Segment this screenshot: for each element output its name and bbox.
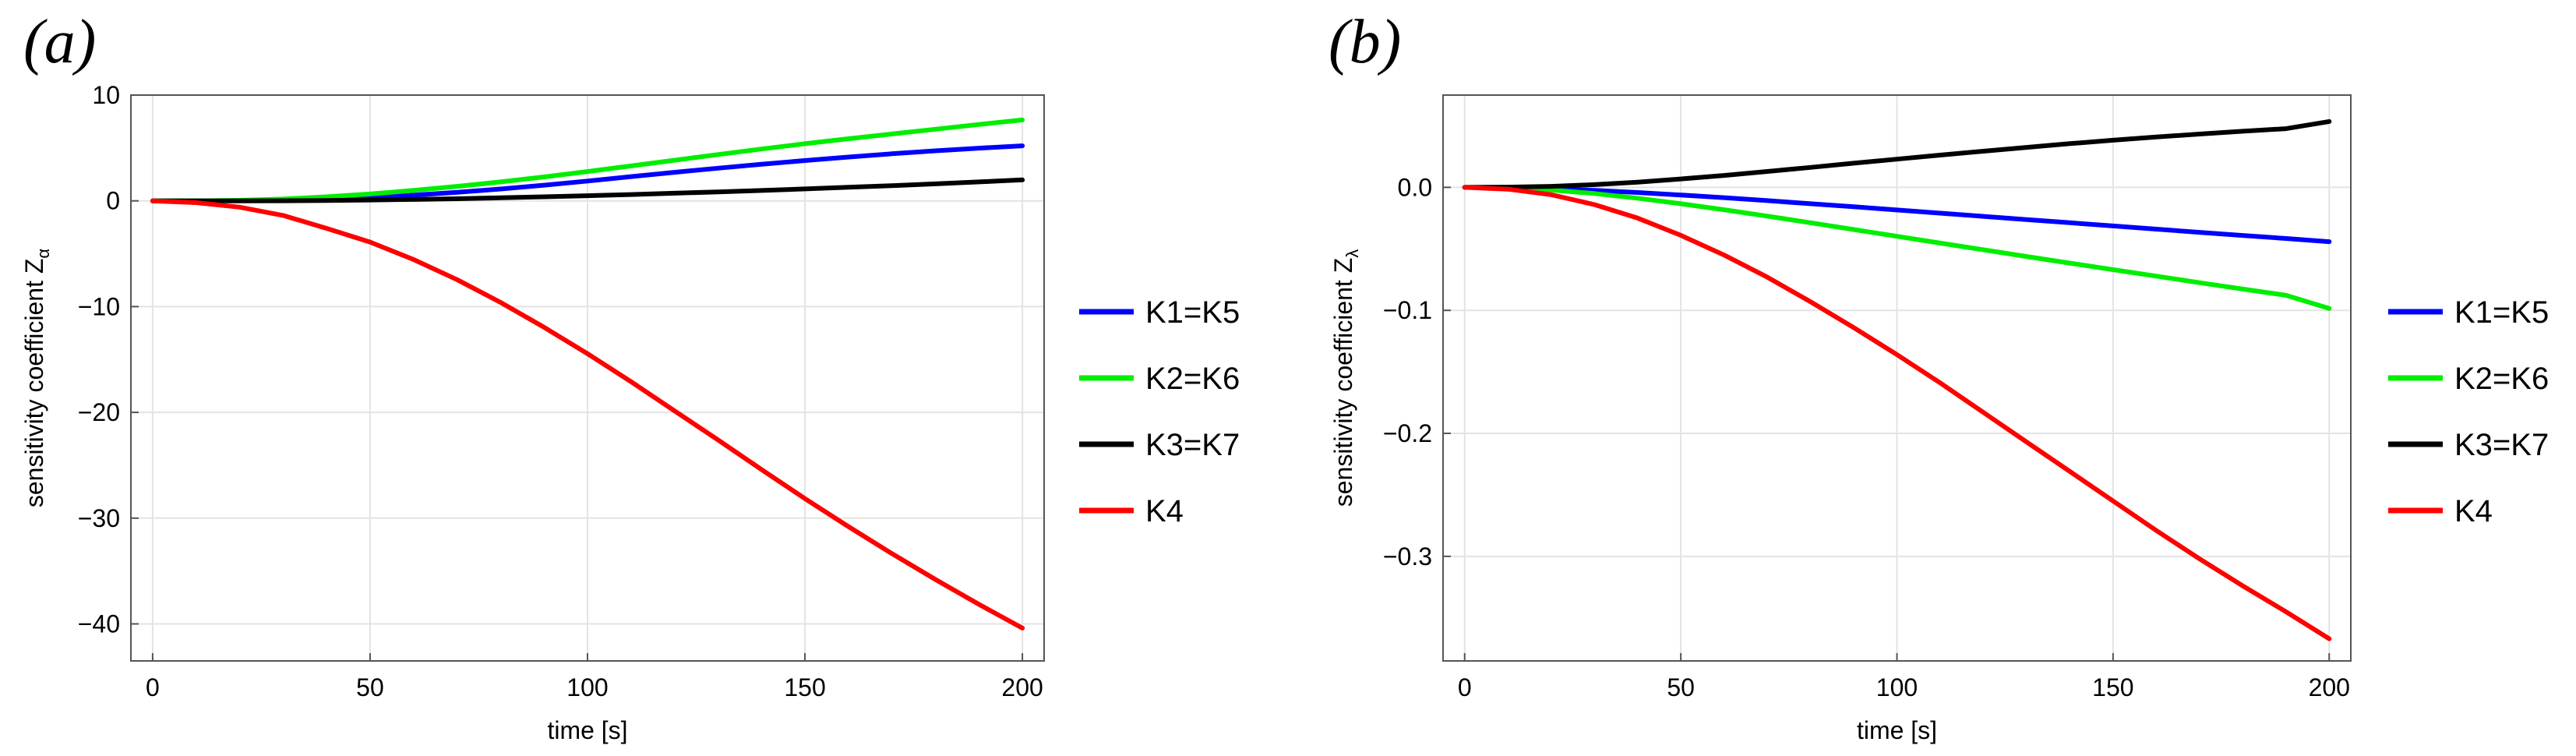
panel-label-b: (b) [1329, 8, 1401, 76]
y-tick-label-a: −20 [78, 398, 120, 426]
x-tick-label-b: 150 [2092, 673, 2133, 701]
legend-label-b-3: K4 [2454, 494, 2493, 528]
legend-label-a-1: K2=K6 [1145, 362, 1240, 396]
legend-label-b-0: K1=K5 [2454, 295, 2549, 330]
x-axis-label-b: time [s] [1857, 716, 1937, 744]
y-axis-label-text-b: sensitivity coefficient Z [1329, 258, 1357, 507]
series-line-a-2 [150, 177, 1025, 203]
legend-b: K1=K5 K2=K6 K3=K7 K4 [2388, 295, 2549, 528]
series-line-b-3 [1462, 185, 2332, 641]
x-tick-label-b: 100 [1876, 673, 1918, 701]
x-tick-label-b: 0 [1458, 673, 1472, 701]
x-tick-label-a: 100 [566, 673, 608, 701]
x-tick-label-a: 200 [1001, 673, 1043, 701]
legend-label-a-2: K3=K7 [1145, 428, 1240, 462]
x-tick-label-a: 0 [146, 673, 160, 701]
legend-label-b-1: K2=K6 [2454, 362, 2549, 396]
legend-label-a-0: K1=K5 [1145, 295, 1240, 330]
x-tick-label-a: 150 [784, 673, 825, 701]
x-tick-label-a: 50 [356, 673, 384, 701]
series-line-a-3 [150, 198, 1025, 631]
series-line-b-1 [1462, 185, 2332, 311]
y-axis-label-subscript-a: α [34, 249, 53, 259]
y-tick-label-b: −0.1 [1383, 296, 1432, 324]
y-axis-label-a: sensitivity coefficient Zα [20, 249, 53, 508]
x-tick-label-b: 50 [1667, 673, 1695, 701]
series-line-a-1 [150, 117, 1025, 203]
series-line-b-2 [1462, 118, 2332, 190]
y-tick-label-b: 0.0 [1398, 173, 1432, 201]
legend-a: K1=K5 K2=K6 K3=K7 K4 [1079, 295, 1240, 528]
y-tick-label-a: 0 [106, 187, 120, 215]
x-axis-label-a: time [s] [547, 716, 627, 744]
y-tick-label-b: −0.3 [1383, 542, 1432, 571]
y-tick-label-a: −40 [78, 610, 120, 638]
y-axis-label-b: sensitivity coefficient Zλ [1329, 249, 1362, 507]
y-tick-label-b: −0.2 [1383, 419, 1432, 447]
y-tick-label-a: 10 [92, 81, 120, 109]
legend-label-b-2: K3=K7 [2454, 428, 2549, 462]
panel-label-a: (a) [23, 8, 96, 76]
chart-b: (b) 0 50 100 150 200 0.0 −0.1 −0.2 −0.3 time [s]… [1329, 8, 2549, 744]
y-axis-label-text-a: sensitivity coefficient Z [20, 259, 48, 508]
y-tick-label-a: −30 [78, 504, 120, 532]
x-tick-label-b: 200 [2309, 673, 2350, 701]
series-line-b-0 [1462, 185, 2332, 245]
legend-label-a-3: K4 [1145, 494, 1184, 528]
y-axis-label-subscript-b: λ [1343, 249, 1362, 258]
y-tick-label-a: −10 [78, 292, 120, 320]
